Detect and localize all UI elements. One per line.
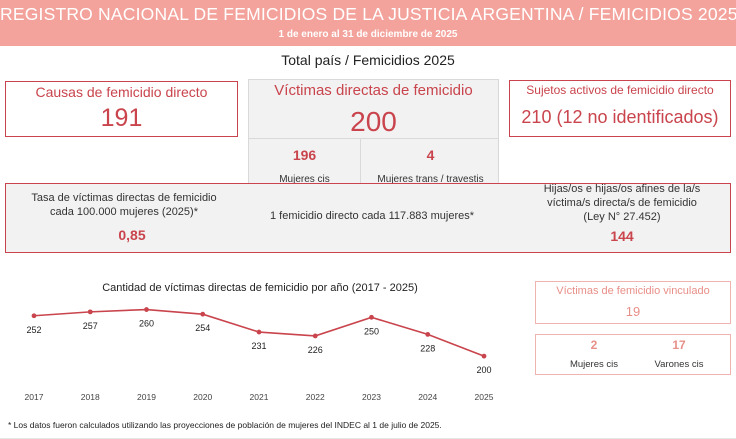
mujeres-trans-label: Mujeres trans / travestis — [377, 174, 484, 185]
data-label: 228 — [420, 343, 435, 353]
data-label: 226 — [308, 345, 323, 355]
causas-value: 191 — [100, 104, 143, 132]
hijos-value: 144 — [610, 228, 634, 244]
section-title: Total país / Femicidios 2025 — [281, 52, 455, 68]
sujetos-value: 210 (12 no identificados) — [521, 107, 719, 127]
hijos-label-line3: (Ley N° 27.452) — [583, 211, 661, 223]
tasa-label-line1: Tasa de víctimas directas de femicidio — [31, 192, 217, 204]
data-label: 250 — [364, 326, 379, 336]
data-point — [31, 313, 37, 319]
data-label: 200 — [476, 365, 491, 375]
vinculado-card: Víctimas de femicidio vinculado 19 — [535, 281, 731, 324]
data-point — [481, 353, 487, 359]
causas-label: Causas de femicidio directo — [35, 84, 208, 100]
tasa-label-line2: cada 100.000 mujeres (2025)* — [50, 206, 198, 218]
data-label: 252 — [26, 325, 41, 335]
x-tick-label: 2024 — [418, 392, 437, 402]
causas-card: Causas de femicidio directo 191 — [5, 81, 238, 137]
data-point — [369, 314, 374, 320]
header-banner: REGISTRO NACIONAL DE FEMICIDIOS DE LA JU… — [0, 0, 736, 46]
victimas-card: Víctimas directas de femicidio 200 196 M… — [248, 79, 499, 189]
data-point — [144, 307, 149, 312]
report-title: REGISTRO NACIONAL DE FEMICIDIOS DE LA JU… — [0, 4, 736, 24]
x-tick-label: 2021 — [250, 392, 269, 402]
mujeres-cis-label: Mujeres cis — [279, 174, 330, 185]
data-label: 254 — [195, 323, 210, 333]
footnote: * Los datos fueron calculados utilizando… — [8, 420, 442, 430]
tasa-card: Tasa de víctimas directas de femicidio c… — [5, 183, 731, 253]
x-tick-label: 2017 — [25, 392, 44, 402]
data-label: 231 — [251, 341, 266, 351]
vinculado-varones-label: Varones cis — [654, 359, 704, 370]
tasa-ratio-text: 1 femicidio directo cada 117.883 mujeres… — [269, 210, 475, 222]
data-point — [87, 309, 93, 315]
vinculado-varones-value: 17 — [672, 338, 686, 352]
victimas-mid-divider — [360, 138, 361, 189]
victimas-divider — [249, 138, 498, 139]
mujeres-cis-value: 196 — [292, 147, 317, 163]
x-tick-label: 2018 — [81, 392, 100, 402]
sujetos-label: Sujetos activos de femicidio directo — [526, 83, 714, 97]
data-point — [200, 311, 206, 317]
victimas-value: 200 — [350, 106, 397, 137]
victimas-label: Víctimas directas de femicidio — [274, 82, 473, 99]
sujetos-card: Sujetos activos de femicidio directo 210… — [509, 80, 731, 137]
x-tick-label: 2025 — [475, 392, 494, 402]
vinculado-value: 19 — [625, 304, 641, 319]
vinculado-label: Víctimas de femicidio vinculado — [556, 285, 710, 297]
line-chart: 252 2017 257 2018 260 2019 254 2020 231 2021 226 20… — [25, 307, 494, 402]
report-date-range: 1 de enero al 31 de diciembre de 2025 — [278, 29, 458, 40]
chart-title: Cantidad de víctimas directas de femicid… — [102, 282, 418, 294]
hijos-label-line2: víctima/s directa/s de femicidio — [547, 197, 697, 209]
x-tick-label: 2019 — [137, 392, 156, 402]
mujeres-trans-value: 4 — [426, 147, 435, 163]
data-point — [425, 331, 431, 337]
vinculado-mujeres-label: Mujeres cis — [569, 359, 619, 370]
hijos-label-line1: Hijas/os e hijas/os afines de la/s — [543, 183, 701, 195]
data-label: 257 — [83, 321, 98, 331]
x-tick-label: 2020 — [193, 392, 212, 402]
vinculado-breakdown-card: 2 Mujeres cis 17 Varones cis — [535, 334, 731, 375]
x-tick-label: 2022 — [306, 392, 325, 402]
vinculado-mujeres-value: 2 — [590, 338, 598, 352]
data-point — [256, 329, 262, 335]
data-label: 260 — [139, 319, 154, 329]
tasa-value: 0,85 — [118, 227, 146, 243]
x-tick-label: 2023 — [362, 392, 381, 402]
data-point — [312, 333, 318, 339]
